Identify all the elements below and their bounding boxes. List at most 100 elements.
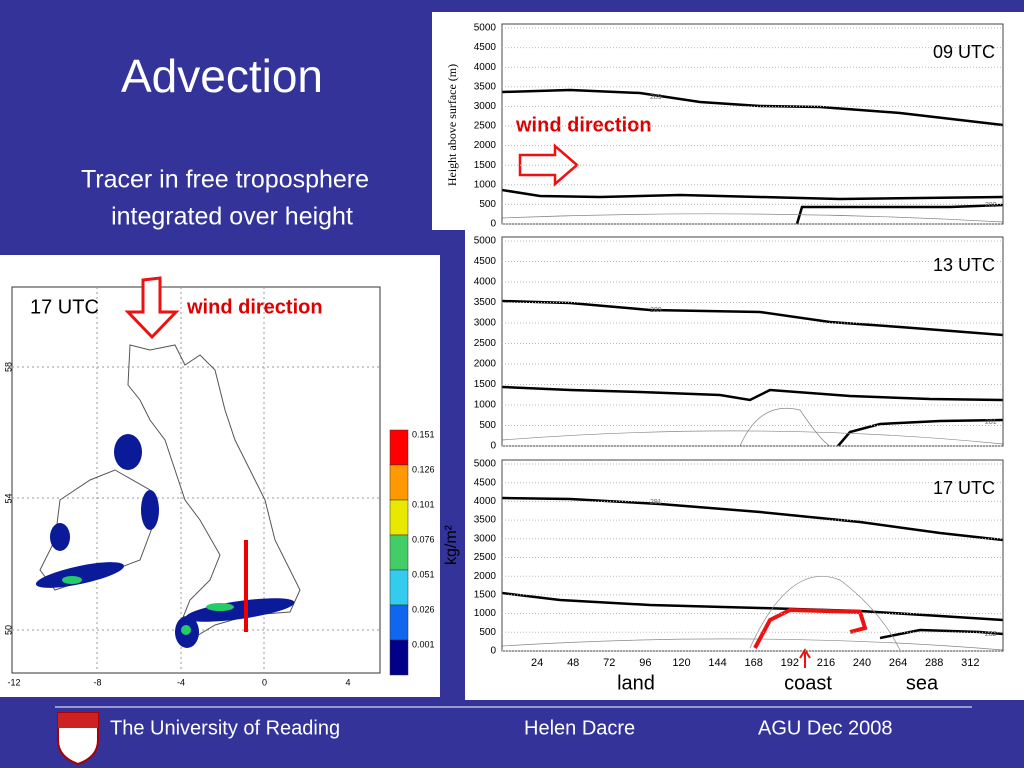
y-tick-label: 3000 [474, 533, 497, 544]
y-tick-label: 3000 [474, 101, 497, 112]
plot-frame [501, 236, 1004, 447]
contour-label: 289 [650, 94, 662, 101]
y-tick-label: 2000 [474, 571, 497, 582]
panel-time: 13 UTC [933, 255, 995, 275]
x-tick-label: 24 [531, 657, 543, 669]
y-tick-label: 3500 [474, 81, 497, 92]
panel-time: 09 UTC [933, 42, 995, 62]
y-tick-label: 1500 [474, 379, 497, 390]
wind-label: wind direction [186, 296, 323, 318]
y-tick-label: 3000 [474, 318, 497, 329]
y-tick-label: 1000 [474, 400, 497, 411]
footer-event: AGU Dec 2008 [758, 717, 893, 739]
x-tick-label: 96 [639, 657, 651, 669]
y-tick-label: 0 [490, 646, 496, 657]
y-tick-label: 2000 [474, 140, 497, 151]
y-tick-label: 4500 [474, 477, 497, 488]
colorbar-tick-label: 0.126 [412, 464, 435, 474]
map-x-tick-label: -8 [93, 677, 101, 687]
y-tick-label: 3500 [474, 515, 497, 526]
colorbar-swatch [389, 429, 409, 466]
coast-pointer [799, 648, 811, 668]
x-annotation: coast [784, 672, 832, 694]
wind-arrow [124, 276, 180, 340]
x-tick-label: 264 [889, 657, 907, 669]
y-tick-label: 5000 [474, 459, 497, 470]
slide-title: Advection [121, 50, 323, 102]
x-tick-label: 144 [708, 657, 726, 669]
x-tick-label: 240 [853, 657, 871, 669]
crest-band [58, 713, 98, 728]
y-tick-label: 4000 [474, 277, 497, 288]
y-tick-label: 4000 [474, 62, 497, 73]
map-panel [0, 255, 440, 697]
map-x-tick-label: -12 [7, 677, 20, 687]
y-tick-label: 5000 [474, 23, 497, 34]
y-tick-label: 500 [479, 627, 496, 638]
colorbar-swatch [389, 534, 409, 571]
y-tick-label: 4000 [474, 496, 497, 507]
y-tick-label: 2500 [474, 338, 497, 349]
map-time: 17 UTC [30, 296, 99, 318]
map-y-tick-label: 50 [3, 625, 13, 635]
y-tick-label: 4500 [474, 256, 497, 267]
x-tick-label: 192 [781, 657, 799, 669]
y-tick-label: 500 [479, 420, 496, 431]
x-annotation: sea [906, 672, 939, 694]
map-x-tick-label: 4 [345, 677, 350, 687]
y-tick-label: 1500 [474, 590, 497, 601]
x-annotation: land [617, 672, 655, 694]
section-panel [465, 230, 1024, 700]
colorbar-tick-label: 0.151 [412, 429, 435, 439]
plot-frame [501, 23, 1004, 225]
colorbar-tick-label: 0.001 [412, 639, 435, 649]
x-tick-label: 48 [567, 657, 579, 669]
map-x-tick-label: -4 [177, 677, 185, 687]
panel-time: 17 UTC [933, 478, 995, 498]
wind-label: wind direction [515, 114, 652, 136]
y-tick-label: 0 [490, 441, 496, 452]
y-tick-label: 500 [479, 199, 496, 210]
wind-arrow [518, 143, 579, 187]
colorbar-swatch [389, 604, 409, 641]
map-x-tick-label: 0 [262, 677, 267, 687]
y-tick-label: 2500 [474, 121, 497, 132]
y-tick-label: 2500 [474, 552, 497, 563]
colorbar-tick-label: 0.101 [412, 499, 435, 509]
colorbar-swatch [389, 639, 409, 676]
footer-author: Helen Dacre [524, 717, 635, 739]
map-y-tick-label: 54 [3, 493, 13, 503]
colorbar-swatch [389, 499, 409, 536]
contour-label: 281 [985, 419, 997, 426]
x-tick-label: 120 [672, 657, 690, 669]
highlight-outline [753, 607, 868, 649]
x-tick-label: 312 [961, 657, 979, 669]
subtitle: Tracer in free troposphere [81, 166, 369, 194]
y-tick-label: 1500 [474, 160, 497, 171]
map-frame [11, 286, 381, 674]
subtitle: integrated over height [111, 203, 353, 231]
y-tick-label: 2000 [474, 359, 497, 370]
tracer-core [62, 576, 234, 635]
plot-frame [501, 459, 1004, 652]
tracer-contours [501, 213, 1004, 651]
colorbar-swatch [389, 464, 409, 501]
contour-label: 291 [650, 499, 662, 506]
y-tick-label: 0 [490, 219, 496, 230]
contours [501, 88, 1004, 640]
contour-label: 280 [985, 202, 997, 209]
tracer-plume [35, 434, 295, 648]
y-tick-label: 5000 [474, 236, 497, 247]
y-tick-label: 4500 [474, 42, 497, 53]
contour-label: 289 [650, 307, 662, 314]
colorbar-tick-label: 0.026 [412, 604, 435, 614]
colorbar-swatch [389, 569, 409, 606]
x-tick-label: 168 [745, 657, 763, 669]
colorbar-tick-label: 0.051 [412, 569, 435, 579]
map-y-tick-label: 58 [3, 362, 13, 372]
y-tick-label: 1000 [474, 608, 497, 619]
y-tick-label: 1000 [474, 179, 497, 190]
x-tick-label: 288 [925, 657, 943, 669]
